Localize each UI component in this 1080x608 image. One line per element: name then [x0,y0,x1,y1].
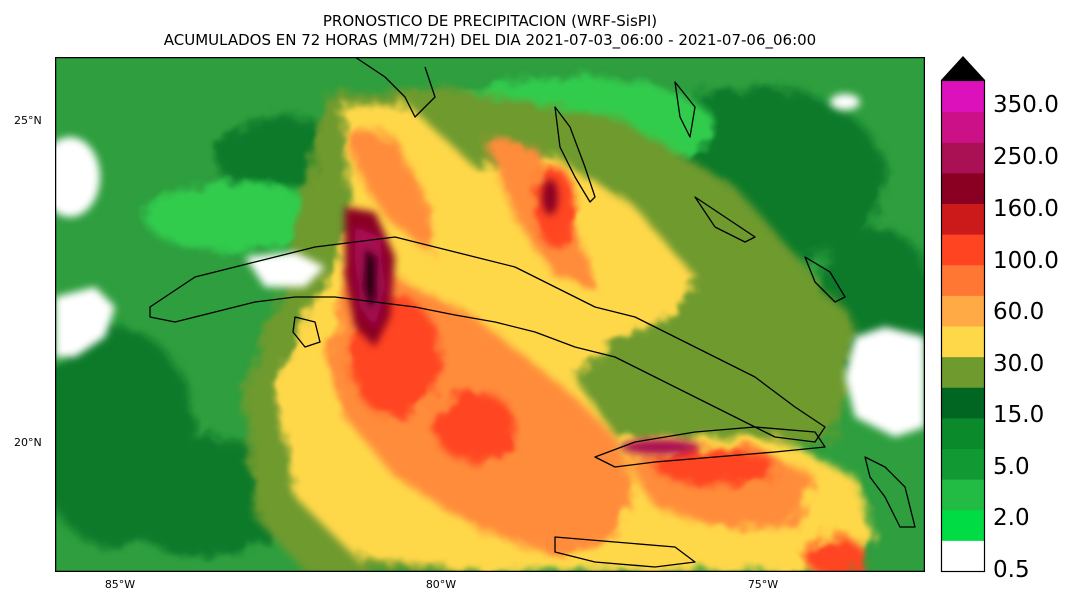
colorbar-segment [942,509,984,541]
colorbar-segment [942,264,984,296]
lon-label-75w: 75°W [747,578,779,591]
colorbar-segment [942,448,984,480]
map-title: PRONOSTICO DE PRECIPITACION (WRF-SisPI) [322,12,658,30]
colorbar-segment [942,356,984,388]
coastlines [149,57,916,568]
colorbar [940,56,986,573]
colorbar-segment [942,326,984,358]
colorbar-label-30: 30.0 [993,351,1045,377]
colorbar-segment [942,417,984,449]
colorbar-label-100: 100.0 [993,248,1059,274]
colorbar-label-60: 60.0 [993,299,1045,325]
colorbar-segment [942,540,984,572]
colorbar-segment [942,142,984,174]
colorbar-segment [942,81,984,113]
colorbar-segment [942,479,984,511]
colorbar-label-05: 0.5 [993,557,1030,583]
lon-label-85w: 85°W [104,578,136,591]
colorbar-segment [942,111,984,143]
colorbar-label-15: 15.0 [993,402,1045,428]
colorbar-segment [942,203,984,235]
colorbar-extend-arrow [941,56,985,80]
map-subtitle: ACUMULADOS EN 72 HORAS (MM/72H) DEL DIA … [163,31,817,49]
colorbar-label-350: 350.0 [993,92,1059,118]
lat-label-20n: 20°N [14,436,42,449]
lon-label-80w: 80°W [425,578,457,591]
colorbar-label-250: 250.0 [993,144,1059,170]
colorbar-segment [942,295,984,327]
colorbar-label-5: 5.0 [993,454,1030,480]
colorbar-segment [942,234,984,266]
dry-zone [55,94,925,437]
colorbar-label-2: 2.0 [993,505,1030,531]
precipitation-map [55,57,925,572]
colorbar-segment [942,172,984,204]
colorbar-label-160: 160.0 [993,196,1059,222]
colorbar-segment [942,387,984,419]
lat-label-25n: 25°N [14,114,42,127]
